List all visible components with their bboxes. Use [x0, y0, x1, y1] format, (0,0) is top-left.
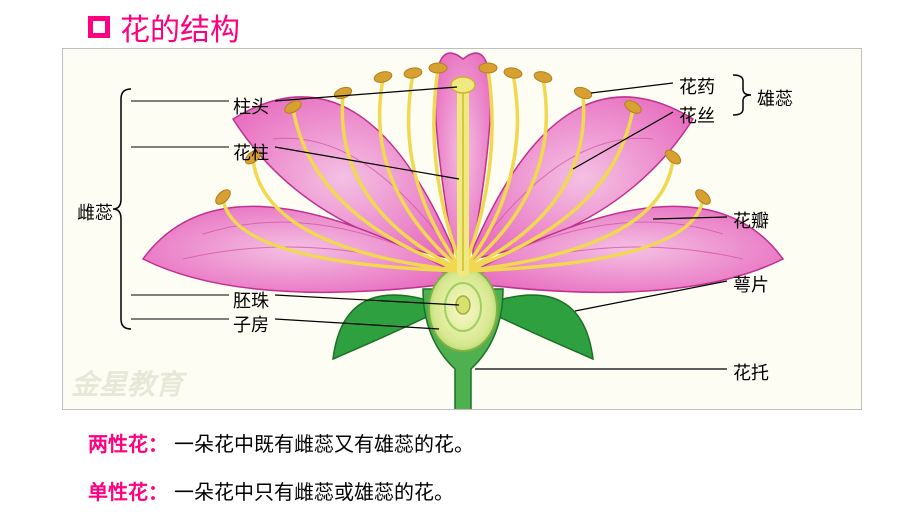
flower-diagram: 金星教育	[62, 48, 862, 410]
definition-unisexual: 单性花： 一朵花中只有雌蕊或雄蕊的花。	[88, 476, 454, 505]
label-stigma: 柱头	[233, 93, 269, 119]
def-body-unisexual: 一朵花中只有雌蕊或雄蕊的花。	[174, 476, 454, 505]
label-petal: 花瓣	[733, 207, 769, 233]
def-body-bisexual: 一朵花中既有雌蕊又有雄蕊的花。	[174, 428, 474, 457]
label-receptacle: 花托	[733, 359, 769, 385]
def-term-unisexual: 单性花：	[88, 476, 168, 505]
label-ovule: 胚珠	[233, 287, 269, 313]
label-ovary: 子房	[233, 311, 269, 337]
label-stamen: 雄蕊	[757, 85, 793, 111]
label-pistil: 雌蕊	[77, 199, 113, 225]
bullet-square-icon	[88, 16, 110, 38]
label-filament: 花丝	[679, 102, 715, 128]
label-anther: 花药	[679, 73, 715, 99]
label-style: 花柱	[233, 139, 269, 165]
page-title-row: 花的结构	[88, 5, 240, 49]
label-sepal: 萼片	[733, 271, 769, 297]
definition-bisexual: 两性花： 一朵花中既有雌蕊又有雄蕊的花。	[88, 428, 474, 457]
def-term-bisexual: 两性花：	[88, 428, 168, 457]
page-title: 花的结构	[120, 5, 240, 49]
